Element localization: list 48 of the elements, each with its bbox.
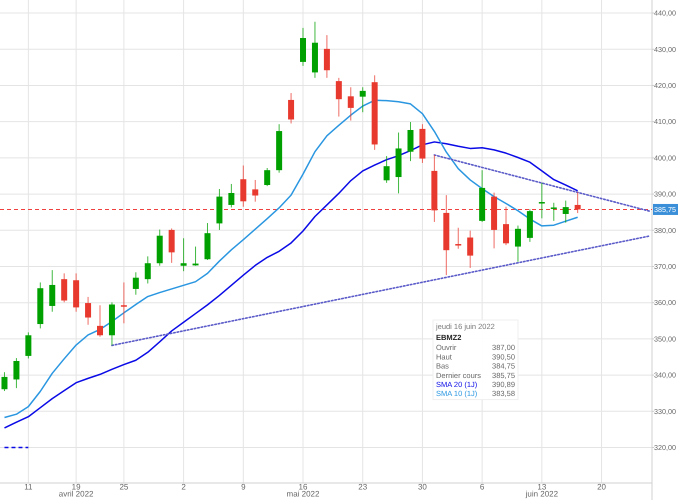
- x-tick-label: 19: [72, 482, 82, 492]
- candlestick: [336, 77, 342, 118]
- candlestick: [538, 182, 545, 219]
- text: avril 2022: [58, 490, 94, 498]
- candlestick: [49, 270, 56, 312]
- candlestick: [13, 358, 20, 389]
- candlestick: [467, 230, 474, 268]
- candlestick: [252, 179, 258, 202]
- x-tick-label: 30: [418, 482, 428, 492]
- x-tick-label: 20: [597, 482, 607, 492]
- candlestick: [264, 168, 270, 187]
- candlestick: [550, 202, 557, 222]
- candlestick: [240, 164, 246, 208]
- candlestick: [168, 228, 175, 264]
- candlestick: [85, 296, 92, 326]
- candlestick: [514, 225, 521, 262]
- candlestick: [562, 200, 569, 224]
- x-tick-label: 13: [537, 482, 547, 492]
- x-tick-label: 2: [181, 482, 186, 492]
- candlestick: [348, 86, 354, 122]
- x-tick-label: 6: [480, 482, 485, 492]
- candlestick: [132, 272, 139, 296]
- candlestick: [288, 92, 294, 124]
- candlestick: [97, 304, 104, 338]
- line-series: [4, 100, 578, 418]
- candlestick: [25, 332, 32, 359]
- x-tick-label: 11: [24, 482, 34, 492]
- candlestick: [144, 256, 151, 284]
- candlestick: [324, 34, 330, 78]
- candlestick: [503, 206, 510, 246]
- candlestick: [228, 183, 234, 208]
- candlestick: [384, 156, 390, 184]
- x-tick-label: 25: [119, 482, 129, 492]
- x-tick-label: 23: [358, 482, 368, 492]
- candlestick: [1, 372, 8, 392]
- x-tick-label: 16: [298, 482, 308, 492]
- candlestick: [61, 272, 68, 303]
- text: juin 2022: [524, 490, 559, 498]
- candlestick: [455, 227, 462, 250]
- candlestick: [120, 282, 127, 324]
- candlestick: [300, 27, 306, 66]
- candlestick: [360, 86, 366, 113]
- candlestick: [192, 246, 199, 266]
- candlestick: [407, 122, 414, 162]
- candlestick: [180, 238, 187, 272]
- text: mai 2022: [286, 490, 320, 498]
- candlestick: [574, 192, 581, 214]
- x-tick-label: 9: [241, 482, 246, 492]
